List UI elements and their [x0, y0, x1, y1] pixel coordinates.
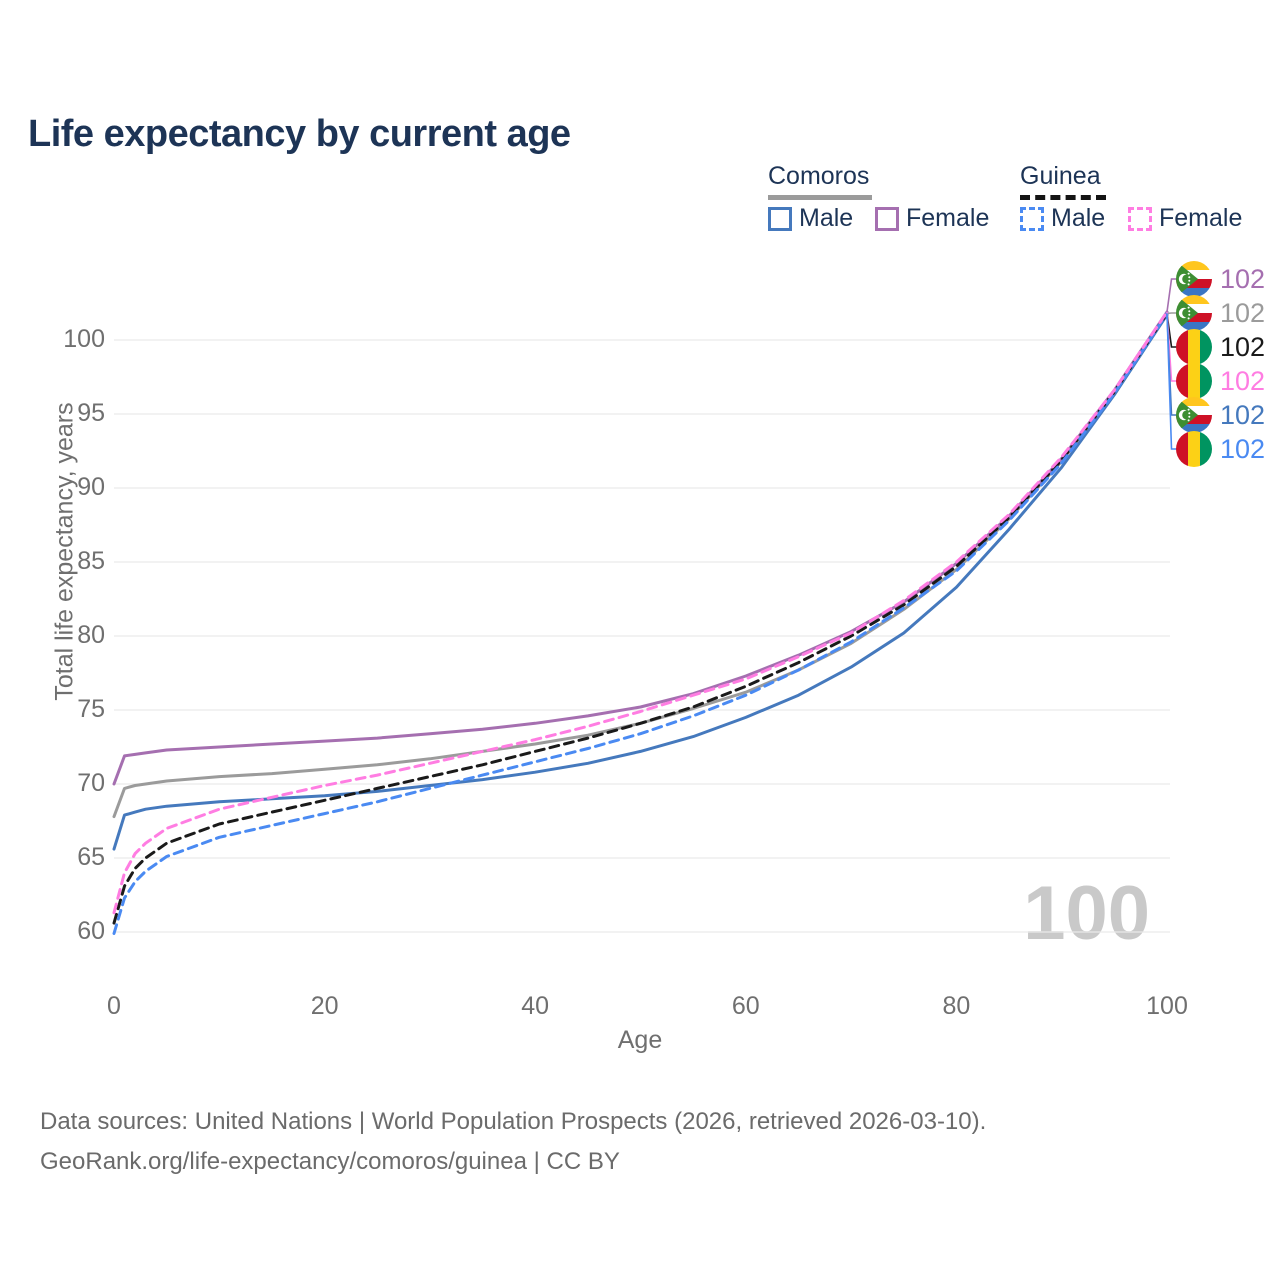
y-tick-label: 100 [63, 325, 105, 353]
legend-group-comoros[interactable]: Comoros [768, 162, 872, 200]
legend-group-guinea[interactable]: Guinea [1020, 162, 1106, 200]
page-title: Life expectancy by current age [28, 113, 571, 156]
y-tick-label: 85 [77, 547, 105, 575]
series-line-comoros-male[interactable] [112, 313, 1169, 851]
guinea-male-swatch [1020, 206, 1044, 231]
end-label-value: 102 [1220, 298, 1266, 328]
y-tick-label: 60 [77, 917, 105, 945]
end-label-value: 102 [1220, 400, 1266, 430]
flag-icon-comoros [1176, 295, 1212, 331]
x-tick-label: 100 [1146, 992, 1188, 1020]
y-tick-label: 90 [77, 473, 105, 501]
x-tick-label: 0 [107, 992, 121, 1020]
legend-label-guinea-male: Male [1051, 204, 1106, 232]
x-axis-title: Age [617, 1026, 663, 1054]
flag-icon-guinea [1176, 329, 1212, 365]
end-label-row[interactable]: 102 [1176, 295, 1265, 331]
data-sources-note: Data sources: United Nations | World Pop… [40, 1108, 987, 1135]
flag-icon-guinea [1176, 431, 1212, 467]
legend-label-guinea-female: Female [1159, 204, 1243, 232]
attribution-note: GeoRank.org/life-expectancy/comoros/guin… [40, 1148, 620, 1175]
end-label-row[interactable]: 102 [1176, 363, 1265, 399]
series-line-guinea-male[interactable] [112, 311, 1169, 935]
end-label-row[interactable]: 102 [1176, 397, 1265, 433]
end-label-value: 102 [1220, 434, 1266, 464]
flag-icon-comoros [1176, 397, 1212, 433]
legend-group-comoros-label: Comoros [768, 162, 870, 190]
x-tick-label: 40 [521, 992, 550, 1020]
end-label-connector [1166, 278, 1177, 313]
end-label-value: 102 [1220, 264, 1266, 294]
hover-age-indicator: 100 [1023, 871, 1150, 956]
end-label-value: 102 [1220, 366, 1266, 396]
y-tick-label: 70 [77, 769, 105, 797]
end-label-connector [1166, 313, 1177, 450]
legend-item-guinea-male[interactable]: Male [1020, 204, 1105, 233]
y-tick-label: 65 [77, 843, 105, 871]
y-tick-label: 95 [77, 399, 105, 427]
comoros-solid-line-swatch [768, 195, 872, 200]
comoros-male-swatch [768, 206, 792, 231]
series-line-guinea-both-sexes[interactable] [112, 311, 1169, 925]
flag-icon-guinea [1176, 363, 1212, 399]
series-line-comoros-female[interactable] [112, 310, 1169, 786]
legend-item-comoros-male[interactable]: Male [768, 204, 853, 233]
end-label-value: 102 [1220, 332, 1266, 362]
legend-item-guinea-female[interactable]: Female [1128, 204, 1242, 233]
guinea-dashed-line-swatch [1020, 195, 1106, 200]
guinea-female-swatch [1128, 206, 1152, 231]
y-tick-label: 80 [77, 621, 105, 649]
y-tick-label: 75 [77, 695, 105, 723]
x-tick-label: 80 [942, 992, 971, 1020]
legend-label-comoros-male: Male [799, 204, 854, 232]
end-label-row[interactable]: 102 [1176, 431, 1265, 467]
end-label-row[interactable]: 102 [1176, 329, 1265, 365]
legend-item-comoros-female[interactable]: Female [875, 204, 989, 233]
legend-label-comoros-female: Female [906, 204, 990, 232]
series-line-guinea-female[interactable] [112, 310, 1169, 915]
flag-icon-comoros [1176, 261, 1212, 297]
comoros-female-swatch [875, 206, 899, 231]
series-line-comoros-both-sexes[interactable] [112, 311, 1169, 819]
x-tick-label: 20 [310, 992, 339, 1020]
end-label-row[interactable]: 102 [1176, 261, 1265, 297]
legend-group-guinea-label: Guinea [1020, 162, 1101, 190]
x-tick-label: 60 [731, 992, 760, 1020]
